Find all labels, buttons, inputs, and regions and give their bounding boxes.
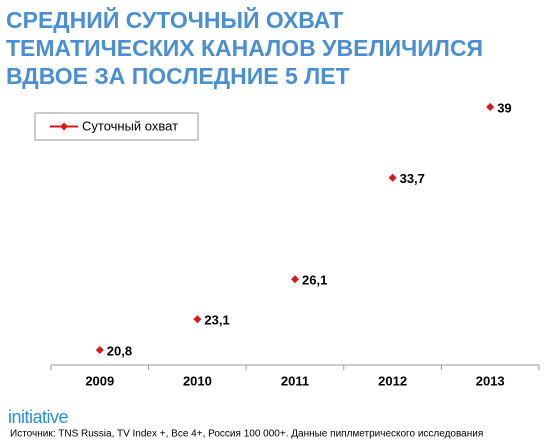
x-tick-label: 2012 <box>378 373 407 388</box>
point-marker <box>95 346 104 354</box>
point-marker <box>486 103 495 111</box>
logo: initiative <box>8 407 69 427</box>
chart-title: ВДВОЕ ЗА ПОСЛЕДНИЕ 5 ЛЕТ <box>6 63 350 89</box>
x-tick-label: 2013 <box>476 373 505 388</box>
value-label: 33,7 <box>400 171 425 186</box>
point-marker <box>291 275 299 284</box>
chart-title: ТЕМАТИЧЕСКИХ КАНАЛОВ УВЕЛИЧИЛСЯ <box>6 35 483 61</box>
value-label: 39 <box>497 100 511 115</box>
value-label: 26,1 <box>302 273 327 288</box>
point-marker <box>388 173 397 182</box>
value-label: 20,8 <box>107 343 132 358</box>
chart-title: СРЕДНИЙ СУТОЧНЫЙ ОХВАТ <box>6 6 343 33</box>
legend-label: Суточный охват <box>82 118 178 133</box>
legend-marker <box>60 122 68 131</box>
x-tick-label: 2009 <box>85 373 114 388</box>
value-label: 23,1 <box>204 313 229 328</box>
point-marker <box>193 315 202 324</box>
x-tick-label: 2011 <box>281 373 309 388</box>
x-tick-label: 2010 <box>183 373 212 388</box>
source-note: Источник: TNS Russia, TV Index +, Все 4+… <box>10 429 483 440</box>
